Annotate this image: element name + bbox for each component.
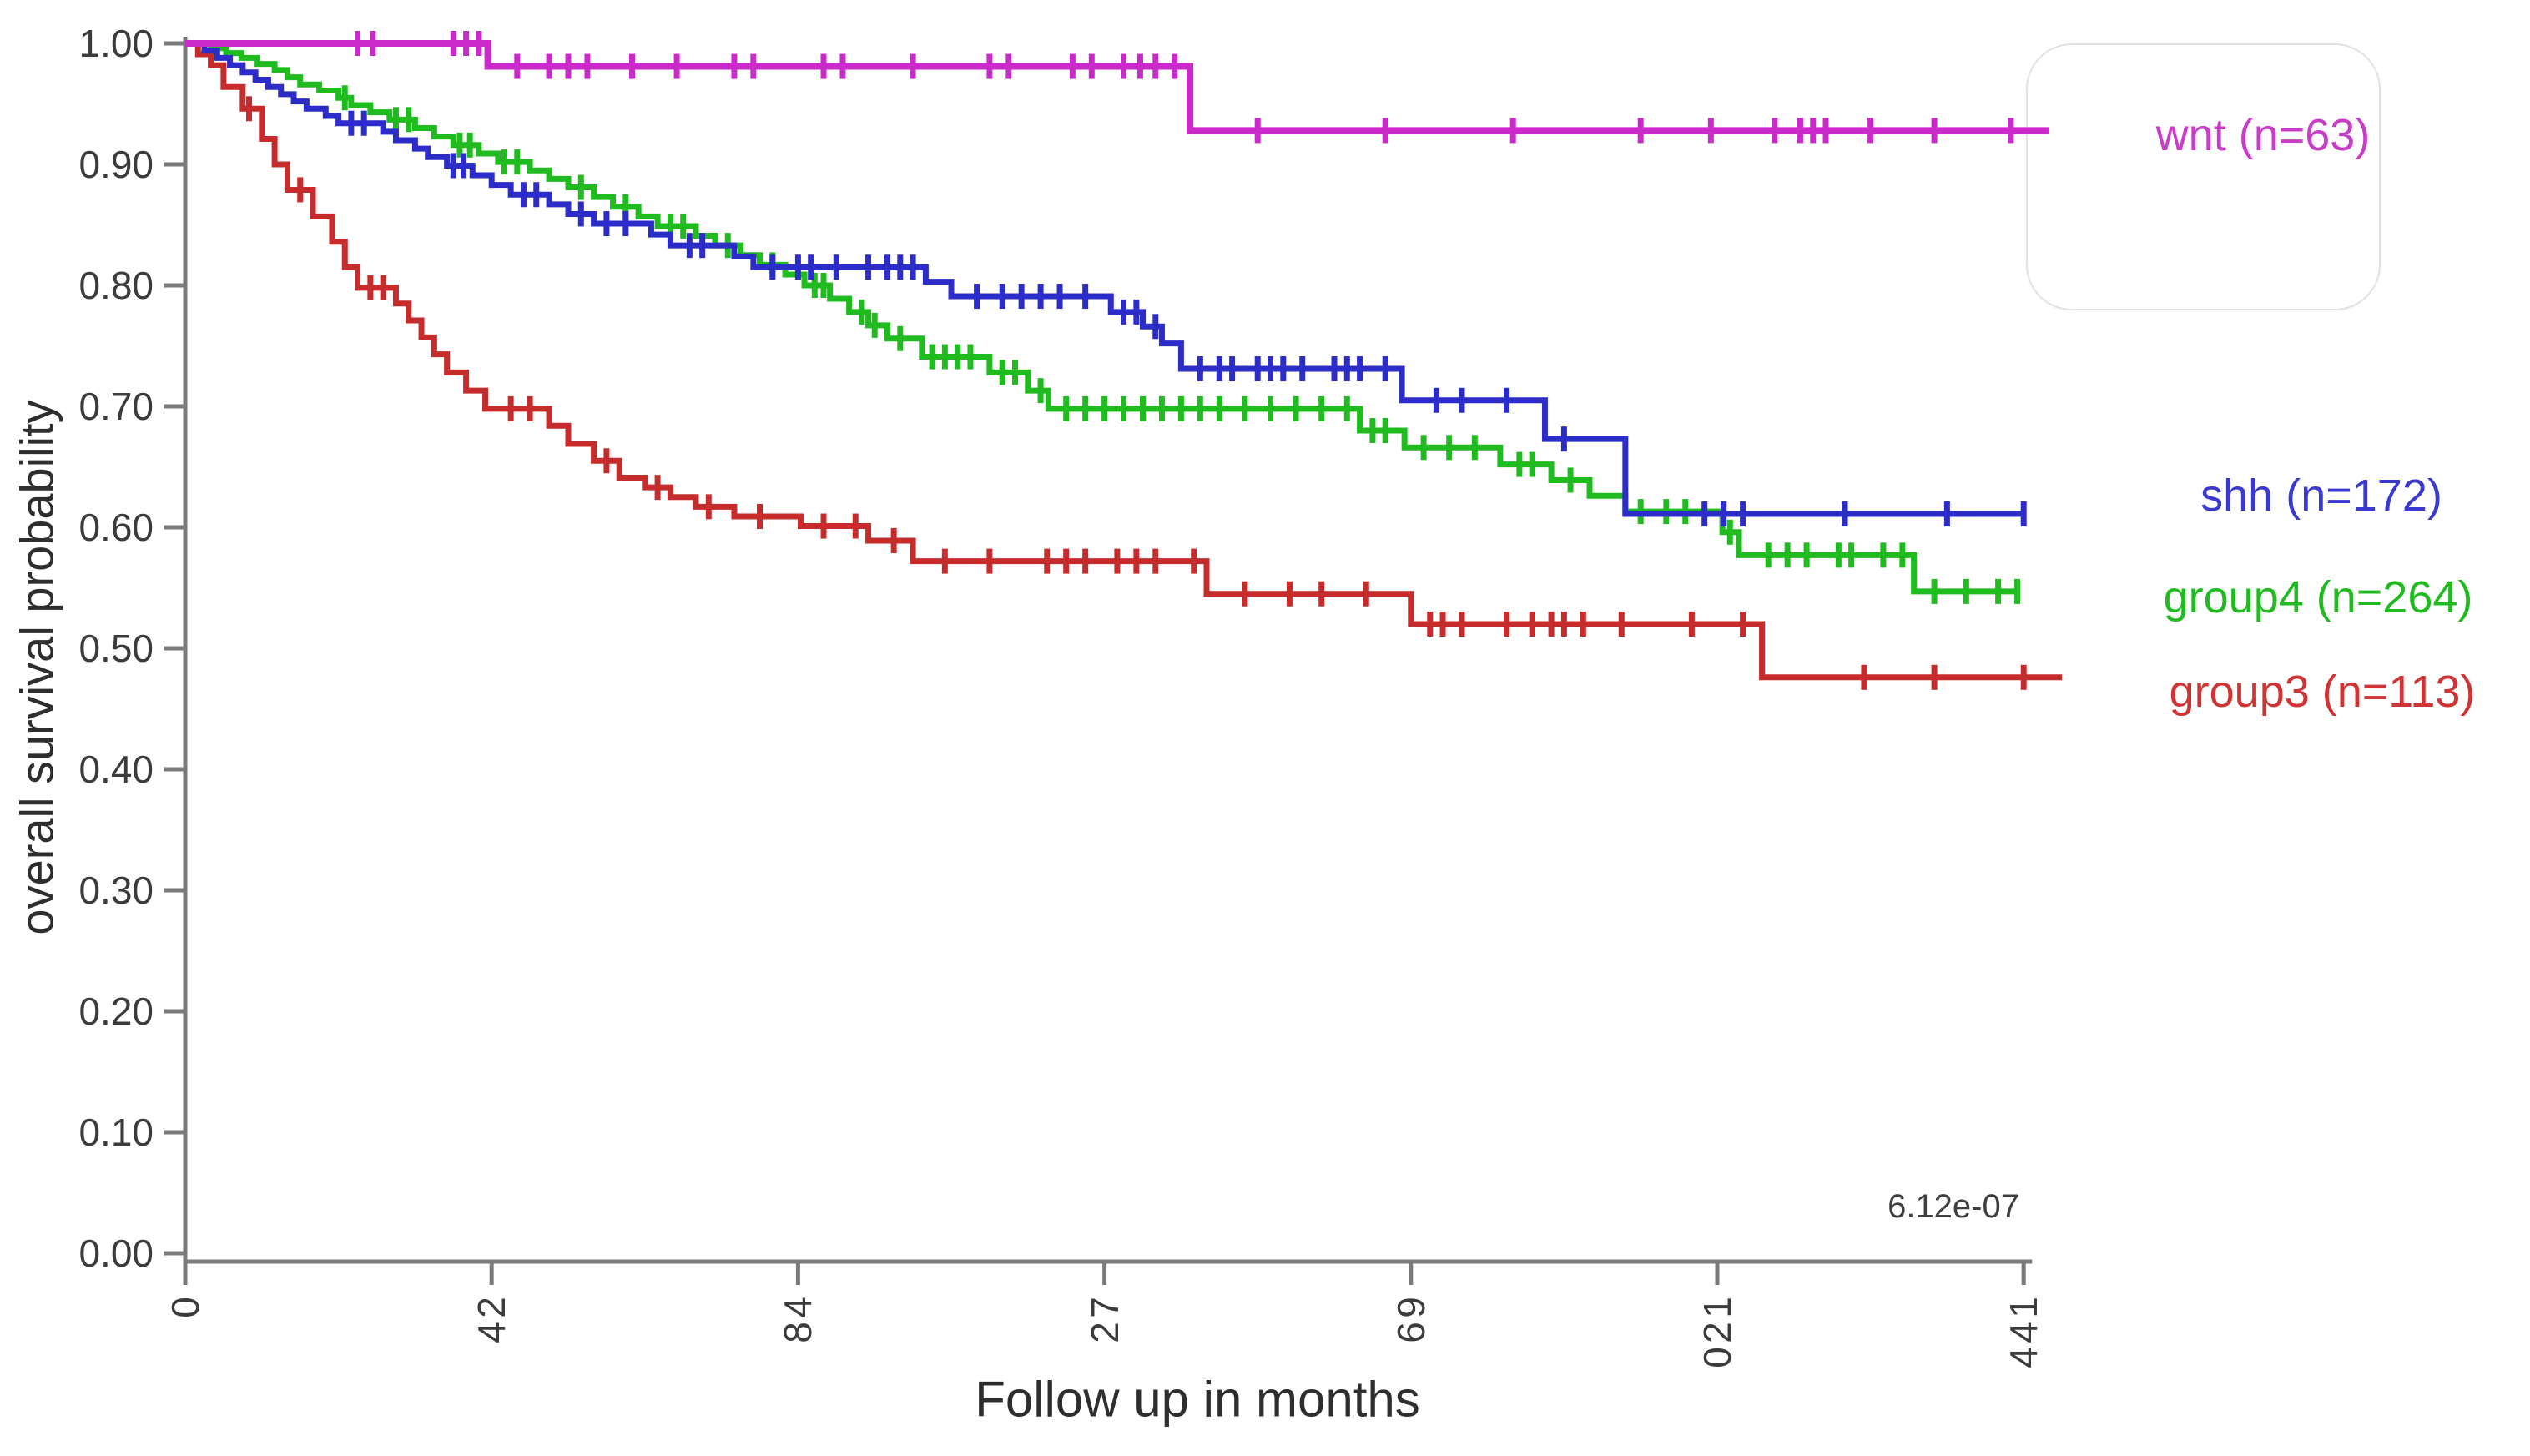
y-axis-title: overall survival probability [10, 400, 63, 935]
censor-marks-shh [348, 110, 2027, 527]
x-tick-char: 2 [1082, 1322, 1126, 1343]
legend-label-group3: group3 (n=113) [2169, 667, 2476, 717]
y-tick-label: 0.70 [78, 385, 154, 428]
x-tick-char: 8 [776, 1322, 820, 1343]
censor-marks-group4 [341, 85, 2021, 604]
censor-marks-wnt [355, 31, 2014, 144]
y-tick-label: 0.30 [78, 869, 154, 912]
x-tick-char: 4 [2002, 1347, 2046, 1368]
x-tick-label: 0 [164, 1295, 207, 1320]
curve-wnt [185, 40, 2049, 134]
censor-marks-group3 [246, 96, 2027, 690]
p-value-annotation: 6.12e-07 [1887, 1188, 2019, 1225]
y-tick-label: 0.00 [78, 1232, 154, 1275]
legend-label-shh: shh (n=172) [2200, 471, 2442, 521]
y-tick-label: 1.00 [78, 22, 154, 65]
y-tick-label: 0.50 [78, 627, 154, 670]
wnt-legend-box [2026, 43, 2381, 310]
y-tick-label: 0.90 [78, 143, 154, 186]
legend-label-group4: group4 (n=264) [2163, 572, 2473, 622]
x-tick-char: 6 [1388, 1322, 1433, 1343]
curve-group4 [185, 40, 2018, 595]
y-tick-label: 0.60 [78, 506, 154, 549]
y-tick-label: 0.80 [78, 264, 154, 307]
y-tick-label: 0.10 [78, 1111, 154, 1154]
x-tick-char: 0 [1696, 1347, 1739, 1368]
curve-shh [185, 40, 2024, 517]
x-axis-title: Follow up in months [975, 1371, 1420, 1428]
y-tick-label: 0.40 [78, 748, 154, 791]
x-tick-char: 4 [470, 1322, 514, 1343]
legend-label-wnt: wnt (n=63) [2155, 110, 2371, 160]
y-tick-label: 0.20 [78, 990, 154, 1033]
x-tick-char: 0 [164, 1297, 207, 1318]
curve-group3 [185, 40, 2063, 681]
